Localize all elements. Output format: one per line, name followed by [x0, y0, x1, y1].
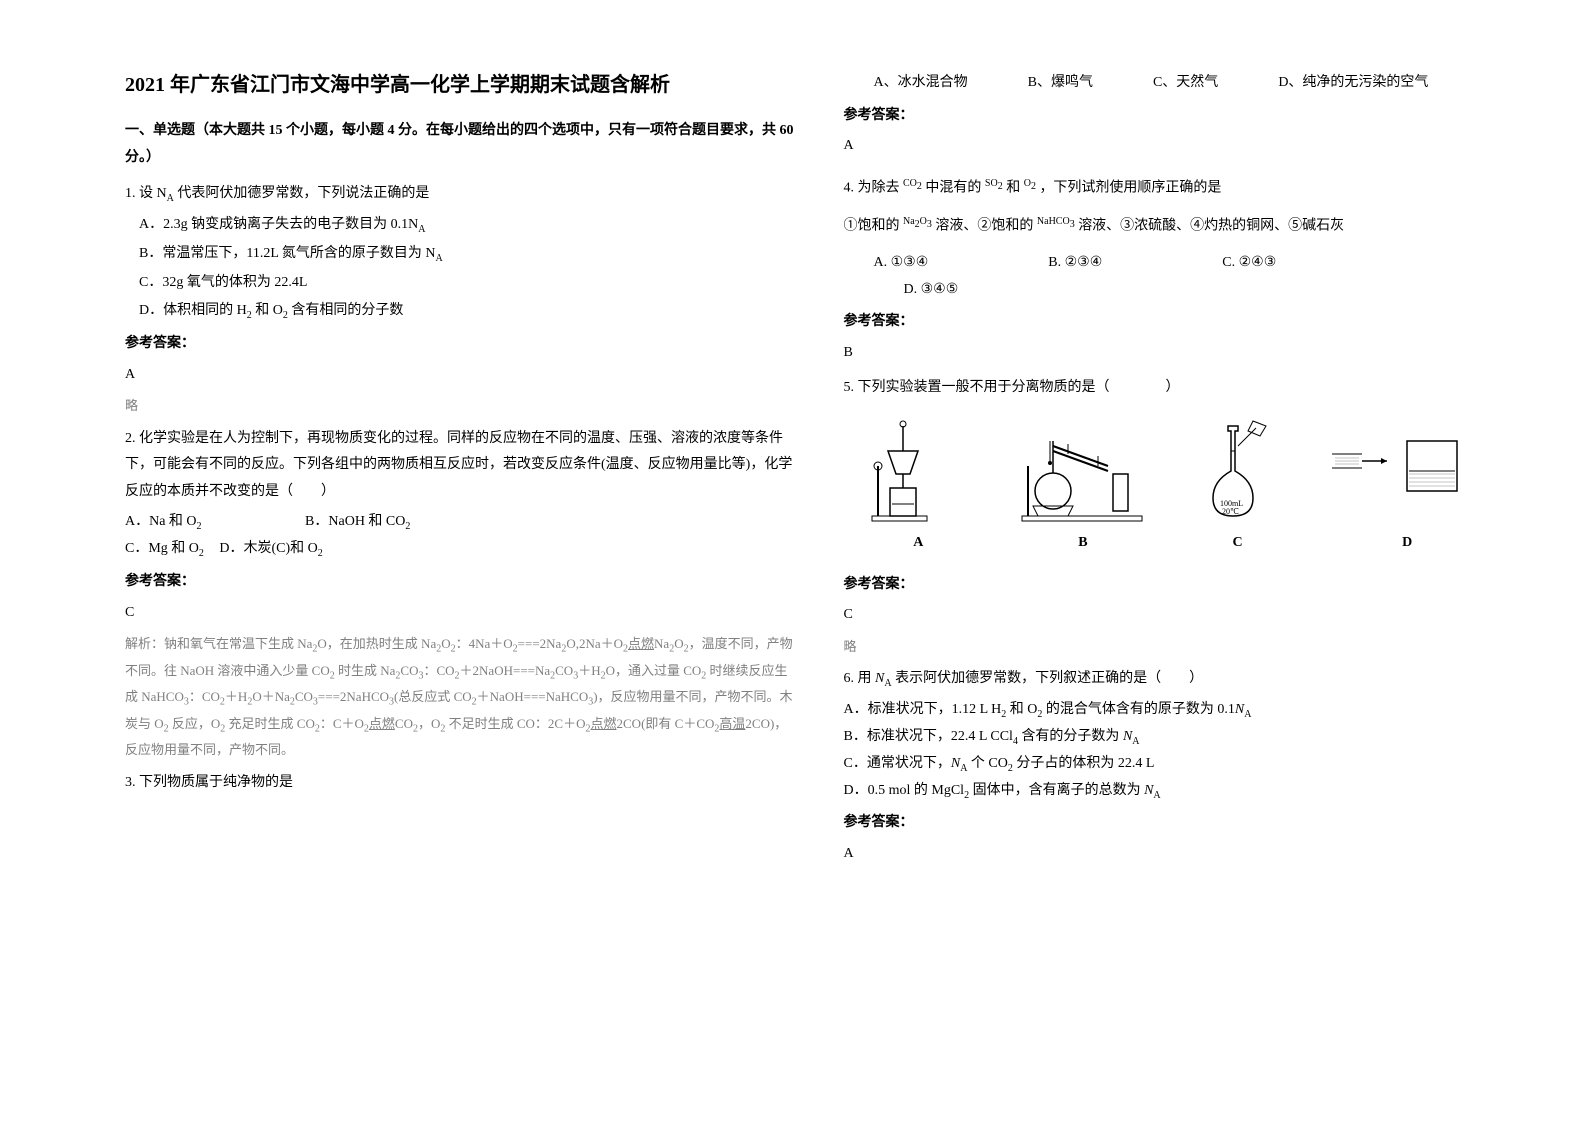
q4-answer-label: 参考答案： — [844, 309, 1513, 336]
diagram-a: A — [868, 416, 968, 557]
q1-answer: A — [125, 362, 794, 389]
q6-answer-label: 参考答案： — [844, 810, 1513, 837]
question-6: 6. 用 NA 表示阿伏加德罗常数，下列叙述正确的是（ ） A．标准状况下，1.… — [844, 666, 1513, 867]
diagram-a-label: A — [868, 530, 968, 557]
section-header: 一、单选题（本大题共 15 个小题，每小题 4 分。在每小题给出的四个选项中，只… — [125, 118, 794, 171]
exam-title: 2021 年广东省江门市文海中学高一化学上学期期末试题含解析 — [125, 70, 794, 100]
q6-stem: 6. 用 NA 表示阿伏加德罗常数，下列叙述正确的是（ ） — [844, 666, 1513, 693]
q4-opts-row1: A. ①③④ B. ②③④ C. ②④③ — [874, 250, 1513, 277]
q1-answer-label: 参考答案： — [125, 331, 794, 358]
diagram-c: 100mL 20℃ C — [1198, 416, 1278, 557]
q2-opt-d: D．木炭(C)和 O2 — [219, 541, 322, 556]
q2-opts-row2: C．Mg 和 O2 D．木炭(C)和 O2 — [125, 536, 794, 563]
q2-explanation: 解析：钠和氧气在常温下生成 Na2O，在加热时生成 Na2O2：4Na＋O2==… — [125, 632, 794, 762]
left-column: 2021 年广东省江门市文海中学高一化学上学期期末试题含解析 一、单选题（本大题… — [100, 70, 819, 1092]
question-5: 5. 下列实验装置一般不用于分离物质的是（ ） A — [844, 375, 1513, 659]
q1-stem: 1. 设 NA 代表阿伏加德罗常数，下列说法正确的是 — [125, 181, 794, 208]
q2-stem: 2. 化学实验是在人为控制下，再现物质变化的过程。同样的反应物在不同的温度、压强… — [125, 426, 794, 506]
right-column: A、冰水混合物 B、爆鸣气 C、天然气 D、纯净的无污染的空气 参考答案： A … — [819, 70, 1538, 1092]
q1-opt-a: A．2.3g 钠变成钠离子失去的电子数目为 0.1NA — [139, 212, 794, 239]
q4-answer: B — [844, 340, 1513, 367]
q4-opt-d: D. ③④⑤ — [904, 277, 1513, 304]
q3-opt-a: A、冰水混合物 — [874, 70, 968, 97]
q2-opts-row1: A．Na 和 O2 B．NaOH 和 CO2 — [125, 509, 794, 536]
q1-opt-b: B．常温常压下，11.2L 氮气所含的原子数目为 NA — [139, 241, 794, 268]
q3-answer-label: 参考答案： — [844, 103, 1513, 130]
diagram-d: D — [1327, 416, 1487, 557]
q3-opt-b: B、爆鸣气 — [1028, 70, 1093, 97]
q1-opt-d: D．体积相同的 H2 和 O2 含有相同的分子数 — [139, 298, 794, 325]
question-2: 2. 化学实验是在人为控制下，再现物质变化的过程。同样的反应物在不同的温度、压强… — [125, 426, 794, 762]
diagram-b: B — [1018, 416, 1148, 557]
q5-extra: 略 — [844, 635, 1513, 658]
q3-opt-c: C、天然气 — [1153, 70, 1218, 97]
q2-answer-label: 参考答案： — [125, 569, 794, 596]
q3-opt-d: D、纯净的无污染的空气 — [1278, 70, 1428, 97]
q4-opt-c: C. ②④③ — [1222, 250, 1276, 277]
q5-stem: 5. 下列实验装置一般不用于分离物质的是（ ） — [844, 375, 1513, 402]
q2-opt-a: A．Na 和 O2 — [125, 514, 202, 529]
q3-stem: 3. 下列物质属于纯净物的是 — [125, 770, 794, 797]
q6-opt-a: A．标准状况下，1.12 L H2 和 O2 的混合气体含有的原子数为 0.1N… — [844, 697, 1513, 724]
q1-extra: 略 — [125, 394, 794, 417]
q5-diagrams: A B — [844, 416, 1513, 557]
q6-opt-d: D．0.5 mol 的 MgCl2 固体中，含有离子的总数为 NA — [844, 778, 1513, 805]
diagram-b-label: B — [1018, 530, 1148, 557]
diagram-d-label: D — [1327, 530, 1487, 557]
q3-answer: A — [844, 133, 1513, 160]
q5-answer: C — [844, 602, 1513, 629]
q6-answer: A — [844, 841, 1513, 868]
q4-stem1: 4. 为除去 CO2 中混有的 SO2 和 O2 ，下列试剂使用顺序正确的是 — [844, 174, 1513, 202]
q6-opt-c: C．通常状况下，NA 个 CO2 分子占的体积为 22.4 L — [844, 751, 1513, 778]
q3-opts: A、冰水混合物 B、爆鸣气 C、天然气 D、纯净的无污染的空气 — [874, 70, 1513, 97]
q4-opt-b: B. ②③④ — [1048, 250, 1102, 277]
diagram-c-label: C — [1198, 530, 1278, 557]
q4-stem2: ①饱和的 Na2O3 溶液、②饱和的 NaHCO3 溶液、③浓硫酸、④灼热的铜网… — [844, 212, 1513, 240]
svg-text:20℃: 20℃ — [1222, 507, 1239, 516]
q4-opt-a: A. ①③④ — [874, 250, 929, 277]
q5-answer-label: 参考答案： — [844, 572, 1513, 599]
question-4: 4. 为除去 CO2 中混有的 SO2 和 O2 ，下列试剂使用顺序正确的是 ①… — [844, 174, 1513, 367]
question-1: 1. 设 NA 代表阿伏加德罗常数，下列说法正确的是 A．2.3g 钠变成钠离子… — [125, 181, 794, 417]
q2-opt-b: B．NaOH 和 CO2 — [305, 514, 410, 529]
q2-answer: C — [125, 600, 794, 627]
q2-opt-c: C．Mg 和 O2 — [125, 541, 204, 556]
q1-opt-c: C．32g 氧气的体积为 22.4L — [139, 270, 794, 297]
q6-opt-b: B．标准状况下，22.4 L CCl4 含有的分子数为 NA — [844, 724, 1513, 751]
